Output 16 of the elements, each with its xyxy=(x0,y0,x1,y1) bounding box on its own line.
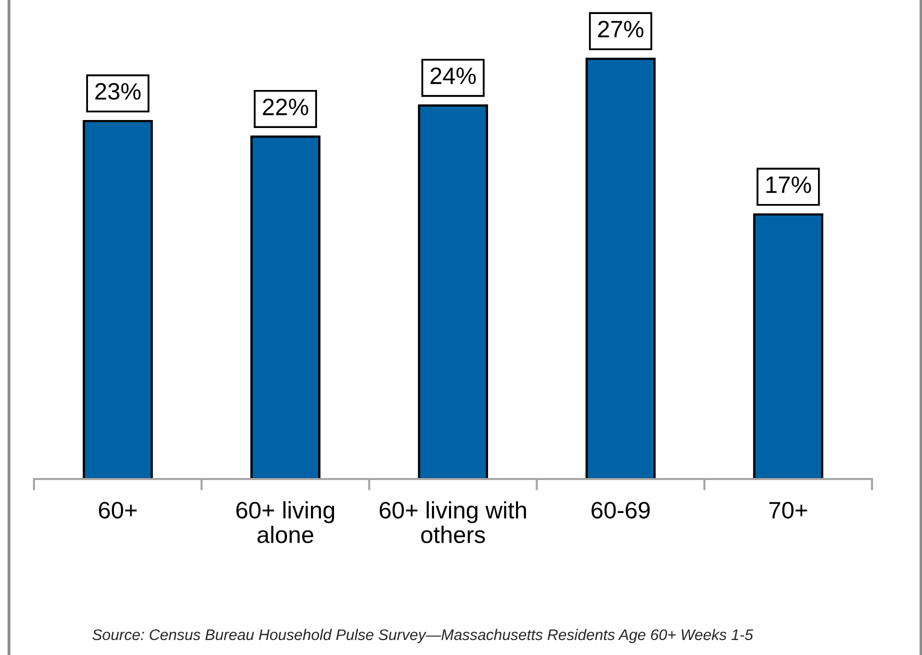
bar xyxy=(250,136,320,479)
x-tick-label: 70+ xyxy=(769,502,808,519)
x-tick-label: 60+ xyxy=(98,502,137,519)
source-note: Source: Census Bureau Household Pulse Survey—Massachusetts Residents Age 60+ Weeks 1-5 xyxy=(92,628,754,644)
bar xyxy=(418,104,488,479)
x-tick-label: 60+ living alone xyxy=(236,501,334,544)
data-label: 27% xyxy=(598,20,644,38)
data-label: 17% xyxy=(766,176,811,194)
data-label: 24% xyxy=(430,67,476,84)
x-tick-label: 60-69 xyxy=(592,502,650,519)
bar xyxy=(586,58,656,479)
data-label: 22% xyxy=(262,98,308,116)
bar xyxy=(753,213,824,479)
data-label: 23% xyxy=(95,83,141,100)
bar xyxy=(82,120,153,479)
x-tick-label: 60+ living with others xyxy=(380,501,526,544)
